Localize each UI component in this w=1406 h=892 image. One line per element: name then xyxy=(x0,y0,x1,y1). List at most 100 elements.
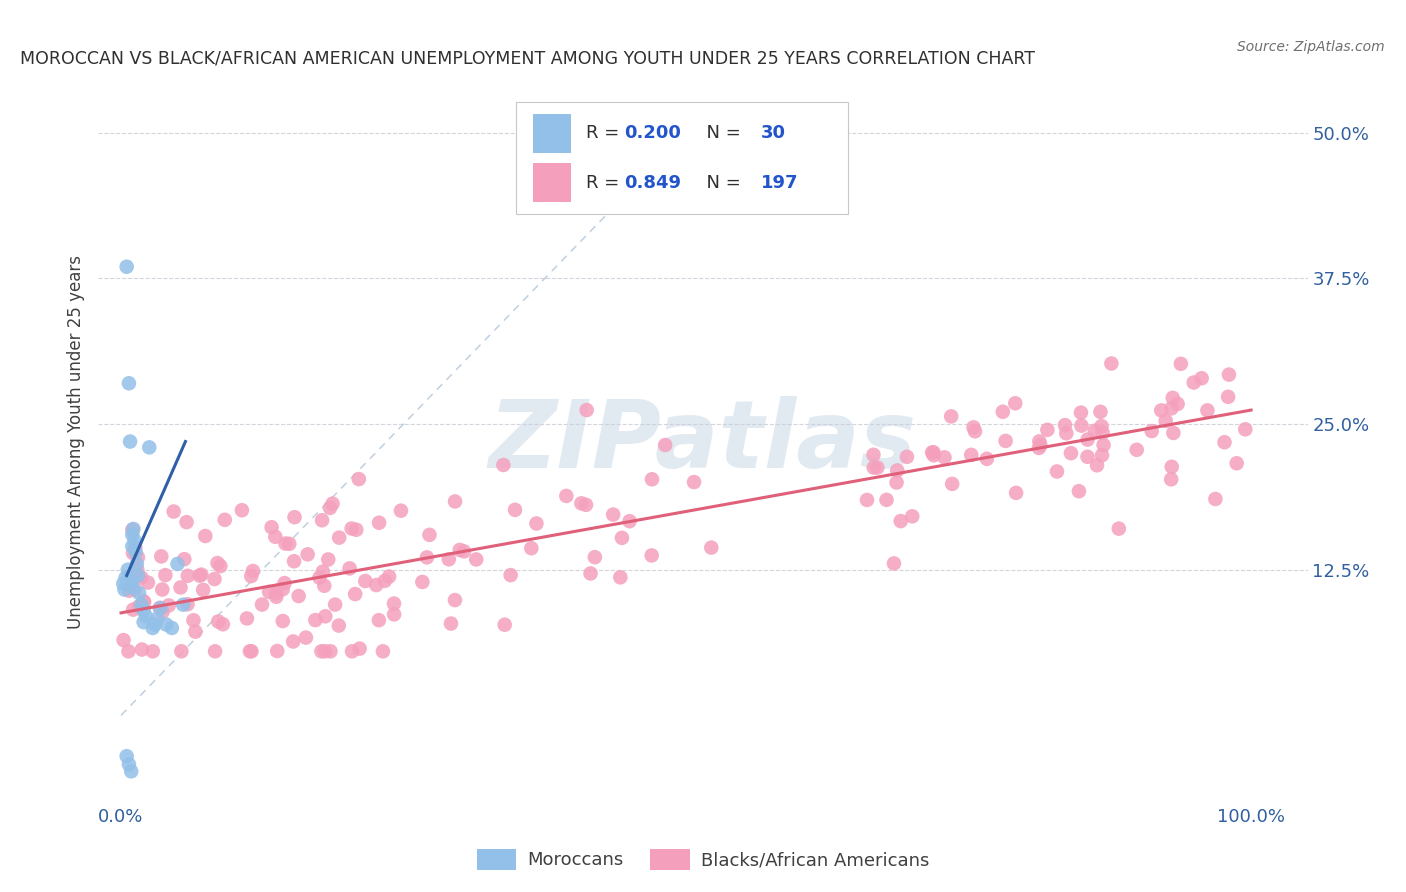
Point xyxy=(349,641,371,656)
Point xyxy=(866,460,889,475)
Point xyxy=(340,644,363,658)
Point xyxy=(654,438,676,452)
Point xyxy=(136,575,159,590)
Point xyxy=(1036,423,1059,437)
Point xyxy=(354,574,377,588)
Point xyxy=(169,581,191,595)
Point xyxy=(374,574,396,588)
FancyBboxPatch shape xyxy=(533,113,571,153)
Point xyxy=(207,556,229,570)
Point xyxy=(274,536,297,550)
Point xyxy=(886,463,908,477)
Text: Source: ZipAtlas.com: Source: ZipAtlas.com xyxy=(1237,40,1385,54)
Point xyxy=(114,571,136,585)
Point xyxy=(150,549,173,564)
Point xyxy=(1125,442,1147,457)
Point xyxy=(575,403,598,417)
Legend: Moroccans, Blacks/African Americans: Moroccans, Blacks/African Americans xyxy=(470,841,936,877)
Text: 197: 197 xyxy=(761,174,799,192)
Point xyxy=(176,597,198,611)
Point xyxy=(494,617,516,632)
Point xyxy=(204,572,226,586)
Point xyxy=(1028,441,1050,455)
Point xyxy=(347,472,370,486)
Point xyxy=(1160,459,1182,474)
Point xyxy=(188,568,211,582)
Point xyxy=(1004,396,1026,410)
Point xyxy=(492,458,515,472)
FancyBboxPatch shape xyxy=(516,102,848,214)
Point xyxy=(264,586,287,600)
Point xyxy=(1167,397,1189,411)
Point xyxy=(117,644,139,658)
Point xyxy=(1060,446,1083,460)
Point xyxy=(117,563,139,577)
Point xyxy=(273,576,295,591)
Point xyxy=(132,594,155,608)
Point xyxy=(183,613,205,627)
Text: R =: R = xyxy=(586,124,624,143)
Point xyxy=(371,644,394,658)
Point xyxy=(131,598,153,612)
Point xyxy=(132,615,155,630)
Point xyxy=(124,541,146,555)
Point xyxy=(1070,406,1092,420)
Point xyxy=(499,568,522,582)
Point xyxy=(131,571,153,585)
Point xyxy=(242,564,264,578)
Point xyxy=(991,405,1014,419)
Text: 30: 30 xyxy=(761,124,786,143)
Point xyxy=(328,618,350,632)
Point xyxy=(118,376,141,391)
Point xyxy=(876,492,898,507)
Point xyxy=(367,613,389,627)
Point xyxy=(1160,472,1182,486)
Point xyxy=(609,570,631,584)
Point xyxy=(602,508,624,522)
Point xyxy=(132,603,155,617)
Point xyxy=(312,565,335,579)
Point xyxy=(976,451,998,466)
Text: N =: N = xyxy=(695,174,747,192)
Point xyxy=(520,541,543,556)
Point xyxy=(283,510,305,524)
Point xyxy=(240,569,263,583)
Point xyxy=(1076,450,1098,464)
Point xyxy=(890,514,912,528)
Point xyxy=(122,602,145,616)
Point xyxy=(328,531,350,545)
Point xyxy=(683,475,706,489)
Point xyxy=(1053,418,1076,433)
Point xyxy=(311,644,333,658)
Point xyxy=(283,554,305,568)
Point xyxy=(453,544,475,558)
Point xyxy=(257,585,280,599)
Point xyxy=(862,460,884,475)
Point xyxy=(240,644,263,658)
Point xyxy=(960,448,983,462)
Point xyxy=(1197,403,1219,417)
Point xyxy=(128,586,150,600)
Point xyxy=(311,513,333,527)
Point xyxy=(418,528,440,542)
Point xyxy=(610,531,633,545)
Point xyxy=(211,617,233,632)
Point xyxy=(862,448,884,462)
Point xyxy=(122,522,145,536)
Point xyxy=(555,489,578,503)
Point xyxy=(1005,486,1028,500)
Point xyxy=(1091,425,1114,440)
Point xyxy=(526,516,548,531)
Point xyxy=(127,550,149,565)
Point xyxy=(1028,434,1050,449)
Point xyxy=(118,583,141,598)
Point xyxy=(1029,438,1052,452)
Point xyxy=(278,537,301,551)
Point xyxy=(316,552,339,566)
Point xyxy=(149,600,172,615)
Point xyxy=(465,552,488,566)
Point xyxy=(934,450,956,465)
Point xyxy=(131,642,153,657)
Point xyxy=(115,260,138,274)
Point xyxy=(125,557,148,571)
